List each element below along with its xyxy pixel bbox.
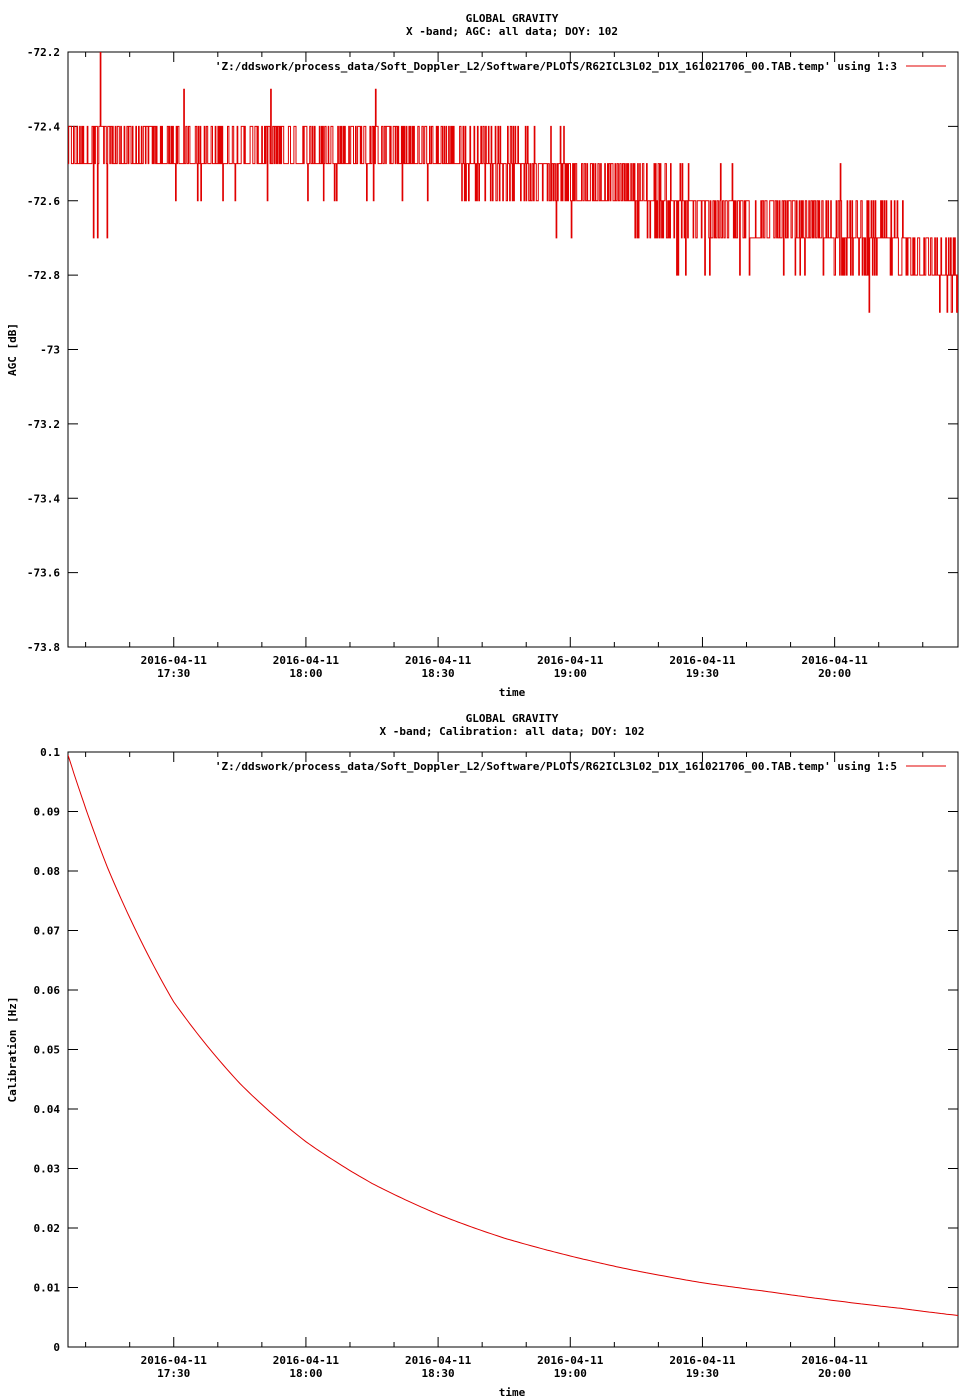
chart-subtitle: X -band; Calibration: all data; DOY: 102 <box>380 725 645 738</box>
y-tick-label: 0.02 <box>34 1222 61 1235</box>
y-tick-label: -72.8 <box>27 269 60 282</box>
x-axis-label: time <box>499 686 526 699</box>
x-tick-time-label: 18:00 <box>289 1367 322 1380</box>
x-tick-date-label: 2016-04-11 <box>405 1354 472 1367</box>
x-tick-time-label: 18:30 <box>422 667 455 680</box>
y-tick-label: 0 <box>53 1341 60 1354</box>
y-tick-label: -73 <box>40 344 60 357</box>
chart-subtitle: X -band; AGC: all data; DOY: 102 <box>406 25 618 38</box>
y-tick-label: 0.04 <box>34 1103 61 1116</box>
series-line <box>68 754 958 1316</box>
plot-frame <box>67 751 959 1348</box>
y-tick-label: -73.6 <box>27 567 60 580</box>
y-tick-label: 0.05 <box>34 1044 61 1057</box>
legend-label: 'Z:/ddswork/process_data/Soft_Doppler_L2… <box>215 760 897 773</box>
x-tick-date-label: 2016-04-11 <box>273 654 340 667</box>
series-line <box>68 52 958 313</box>
x-tick-time-label: 18:30 <box>422 1367 455 1380</box>
y-tick-label: 0.09 <box>34 806 61 819</box>
x-tick-date-label: 2016-04-11 <box>669 654 736 667</box>
x-tick-time-label: 17:30 <box>157 1367 190 1380</box>
x-tick-date-label: 2016-04-11 <box>405 654 472 667</box>
y-tick-label: -72.6 <box>27 195 60 208</box>
y-tick-label: 0.01 <box>34 1282 61 1295</box>
x-tick-time-label: 18:00 <box>289 667 322 680</box>
y-tick-label: -73.4 <box>27 492 60 505</box>
x-axis-label: time <box>499 1386 526 1399</box>
y-tick-label: -73.8 <box>27 641 60 654</box>
x-tick-time-label: 17:30 <box>157 667 190 680</box>
x-tick-time-label: 19:30 <box>686 1367 719 1380</box>
x-tick-time-label: 19:00 <box>554 1367 587 1380</box>
y-tick-label: 0.06 <box>34 984 61 997</box>
x-tick-time-label: 20:00 <box>818 1367 851 1380</box>
x-tick-date-label: 2016-04-11 <box>537 654 604 667</box>
x-tick-date-label: 2016-04-11 <box>141 1354 208 1367</box>
y-tick-label: 0.07 <box>34 925 61 938</box>
y-tick-label: -72.2 <box>27 46 60 59</box>
y-tick-label: -73.2 <box>27 418 60 431</box>
chart-title: GLOBAL GRAVITY <box>466 12 559 25</box>
y-tick-label: 0.08 <box>34 865 61 878</box>
x-tick-time-label: 19:30 <box>686 667 719 680</box>
y-axis-label: AGC [dB] <box>6 323 19 376</box>
y-tick-label: 0.1 <box>40 746 60 759</box>
y-axis-label: Calibration [Hz] <box>6 997 19 1103</box>
chart-title: GLOBAL GRAVITY <box>466 712 559 725</box>
y-tick-label: 0.03 <box>34 1163 61 1176</box>
x-tick-time-label: 19:00 <box>554 667 587 680</box>
x-tick-date-label: 2016-04-11 <box>537 1354 604 1367</box>
x-tick-date-label: 2016-04-11 <box>273 1354 340 1367</box>
x-tick-date-label: 2016-04-11 <box>802 1354 869 1367</box>
x-tick-date-label: 2016-04-11 <box>802 654 869 667</box>
y-tick-label: -72.4 <box>27 120 60 133</box>
x-tick-date-label: 2016-04-11 <box>669 1354 736 1367</box>
legend-label: 'Z:/ddswork/process_data/Soft_Doppler_L2… <box>215 60 897 73</box>
x-tick-time-label: 20:00 <box>818 667 851 680</box>
x-tick-date-label: 2016-04-11 <box>141 654 208 667</box>
